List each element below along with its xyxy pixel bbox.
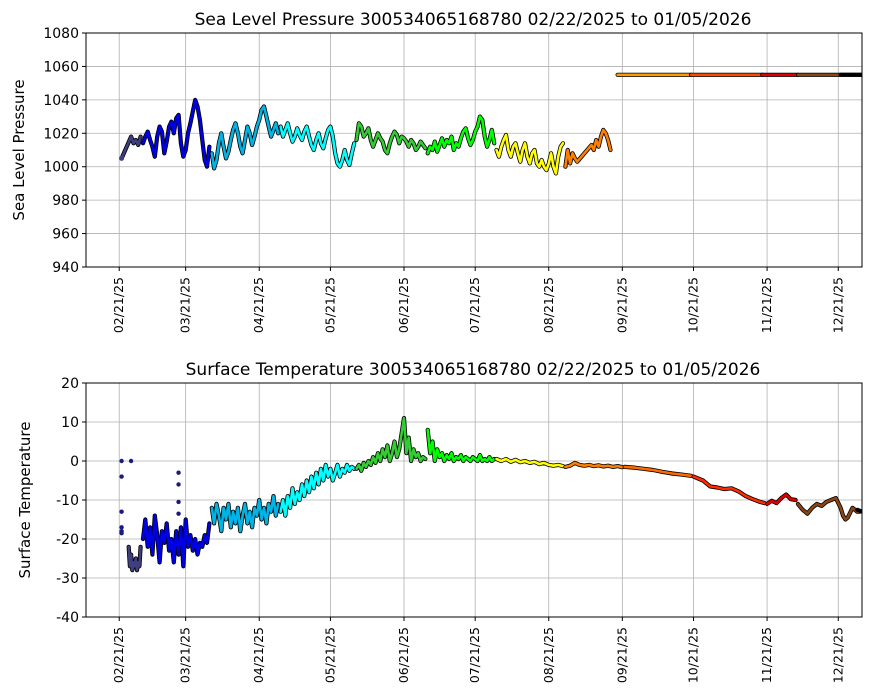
- y-tick-label: 1000: [43, 160, 79, 176]
- y-tick-label: -40: [56, 610, 79, 626]
- y-tick-label: -20: [56, 532, 79, 548]
- x-tick-label: 06/21/25: [396, 277, 411, 333]
- y-tick-label: 1060: [43, 59, 79, 75]
- y-tick-label: -10: [56, 493, 79, 509]
- series-line-august-late: [564, 461, 624, 469]
- y-tick-label: 1020: [43, 126, 79, 142]
- y-tick-label: 20: [61, 376, 79, 392]
- x-tick-label: 07/21/25: [467, 627, 482, 683]
- series-line-february: [120, 135, 142, 160]
- outlier-point: [176, 511, 181, 516]
- plot-area: [119, 416, 862, 573]
- y-tick-label: 10: [61, 415, 79, 431]
- outlier-point: [176, 470, 181, 475]
- series-line-february: [127, 545, 142, 572]
- x-tick-label: 09/21/25: [614, 277, 629, 333]
- x-tick-label: 03/21/25: [178, 277, 193, 333]
- x-tick-label: 08/21/25: [541, 277, 556, 333]
- series-line-may: [279, 122, 356, 168]
- x-tick-label: 09/21/25: [614, 627, 629, 683]
- axes-frame: [85, 32, 863, 268]
- x-tick-label: 12/21/25: [830, 627, 845, 683]
- x-tick-label: 05/21/25: [322, 627, 337, 683]
- x-tick-label: 10/21/25: [686, 627, 701, 683]
- y-tick-label: -30: [56, 571, 79, 587]
- series-line-april: [210, 494, 280, 533]
- y-tick-label: 940: [52, 260, 79, 276]
- series-line-november: [765, 493, 797, 506]
- series-line-july: [426, 115, 496, 155]
- series-line-january: [855, 508, 862, 514]
- x-tick-label: 02/21/25: [111, 627, 126, 683]
- series-line-march: [141, 514, 211, 568]
- series-line-september: [623, 465, 693, 478]
- y-tick-label: 960: [52, 227, 79, 243]
- outlier-point: [128, 458, 134, 464]
- sea-level-pressure-panel: Sea Level Pressure 300534065168780 02/22…: [10, 10, 863, 333]
- x-tick-label: 06/21/25: [396, 627, 411, 683]
- y-axis-label: Surface Temperature: [16, 422, 34, 579]
- x-tick-label: 08/21/25: [541, 627, 556, 683]
- y-tick-label: 1040: [43, 93, 79, 109]
- x-tick-label: 11/21/25: [759, 277, 774, 333]
- outlier-point: [119, 474, 124, 479]
- y-axis-label: Sea Level Pressure: [10, 79, 28, 220]
- outlier-point: [119, 525, 124, 530]
- chart-title: Surface Temperature 300534065168780 02/2…: [186, 360, 761, 380]
- series-line-march: [141, 98, 211, 168]
- series-line-october: [692, 475, 767, 505]
- series-line-july: [426, 428, 496, 463]
- outlier-point: [119, 530, 124, 536]
- start-point: [119, 155, 125, 161]
- plot-area: [119, 72, 862, 176]
- series-line-december: [796, 496, 861, 521]
- series-line-april: [210, 105, 280, 170]
- x-tick-label: 11/21/25: [759, 627, 774, 683]
- series-line-august-late: [564, 128, 612, 168]
- outlier-point: [119, 458, 124, 464]
- outlier-point: [176, 482, 181, 487]
- x-tick-label: 02/21/25: [111, 277, 126, 333]
- x-tick-label: 03/21/25: [178, 627, 193, 683]
- surface-temperature-panel: Surface Temperature 300534065168780 02/2…: [16, 360, 863, 683]
- series-line-may: [279, 463, 356, 517]
- x-tick-label: 12/21/25: [830, 277, 845, 333]
- y-tick-label: 1080: [43, 26, 79, 42]
- series-line-august: [495, 457, 565, 468]
- x-tick-label: 10/21/25: [686, 277, 701, 333]
- x-tick-label: 07/21/25: [467, 277, 482, 333]
- series-line-june: [355, 122, 427, 155]
- y-tick-label: 0: [70, 454, 79, 470]
- series-line-august: [495, 133, 565, 175]
- outlier-point: [119, 509, 124, 514]
- x-tick-label: 05/21/25: [322, 277, 337, 333]
- x-tick-label: 04/21/25: [251, 627, 266, 683]
- outlier-point: [176, 499, 181, 505]
- y-tick-label: 980: [52, 193, 79, 209]
- x-tick-label: 04/21/25: [251, 277, 266, 333]
- series-line-june: [355, 416, 427, 473]
- chart-title: Sea Level Pressure 300534065168780 02/22…: [195, 10, 752, 30]
